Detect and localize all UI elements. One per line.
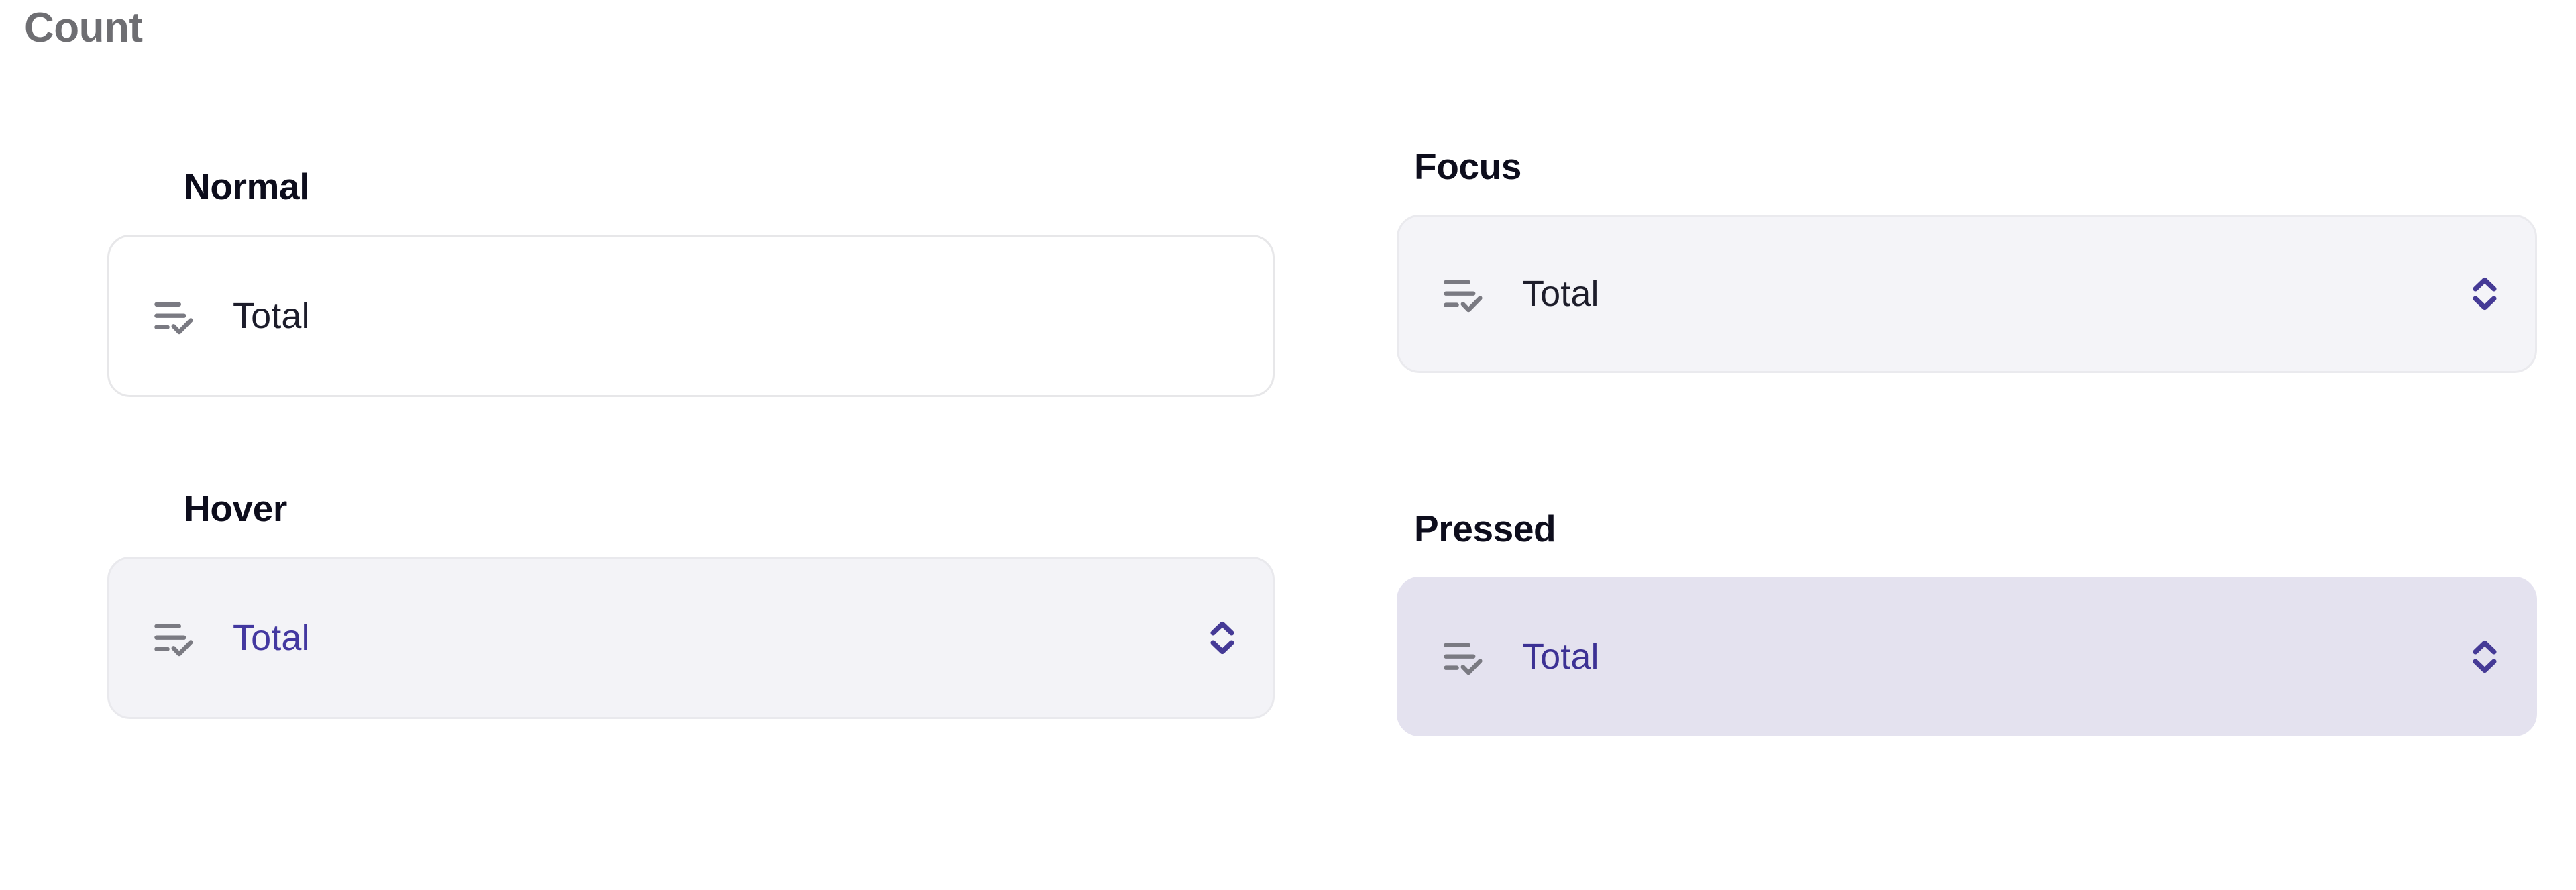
count-select-focus-value: Total — [1522, 273, 1599, 314]
list-check-icon — [1444, 280, 1483, 313]
count-select-normal-value: Total — [233, 295, 310, 336]
count-select-pressed[interactable]: Total — [1397, 576, 2537, 736]
count-select-pressed-value: Total — [1522, 636, 1599, 677]
count-select-normal[interactable]: Total — [107, 234, 1275, 397]
count-select-normal-content: Total — [150, 291, 1207, 341]
count-select-hover-value: Total — [233, 617, 310, 658]
count-select-hover-content: Total — [150, 613, 1207, 663]
state-demo-pressed: Pressed Total — [1397, 508, 2537, 736]
list-check-icon — [1444, 643, 1483, 675]
chevron-up-down-icon[interactable] — [2469, 270, 2500, 317]
count-select-hover[interactable]: Total — [107, 556, 1275, 719]
count-select-focus-content: Total — [1439, 269, 2469, 319]
state-label-hover: Hover — [184, 488, 287, 529]
state-label-normal: Normal — [184, 166, 310, 207]
state-demo-focus: Focus Total — [1397, 146, 2537, 373]
list-check-icon — [154, 624, 193, 657]
state-demo-hover: Hover Total — [107, 488, 1275, 719]
count-select-focus[interactable]: Total — [1397, 214, 2537, 373]
state-demo-normal: Normal Total — [107, 166, 1275, 397]
chevron-up-down-icon[interactable] — [1207, 614, 1238, 661]
chevron-up-down-icon[interactable] — [2469, 633, 2500, 680]
list-check-icon — [154, 302, 193, 335]
state-label-pressed: Pressed — [1414, 508, 1556, 549]
page-title: Count — [24, 5, 143, 51]
count-select-pressed-content: Total — [1439, 632, 2469, 681]
state-label-focus: Focus — [1414, 146, 1521, 187]
